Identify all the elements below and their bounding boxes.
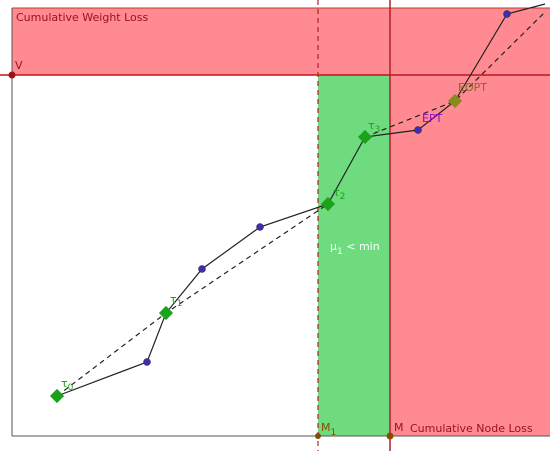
eopt-label: EOPT xyxy=(458,81,487,94)
diamond xyxy=(447,93,463,109)
intermediate-points xyxy=(143,10,511,366)
point xyxy=(256,223,264,231)
point xyxy=(414,126,422,134)
m1-label: M1 xyxy=(321,421,336,438)
weight-loss-band xyxy=(12,8,550,75)
point xyxy=(143,358,151,366)
point xyxy=(503,10,511,18)
m1-point xyxy=(315,433,321,439)
ept-label: EPT xyxy=(422,112,443,125)
node-loss-region xyxy=(390,75,550,436)
tau0-label: τ0 xyxy=(61,377,74,393)
diamond xyxy=(357,129,373,145)
tau1-label: τ1 xyxy=(170,293,182,309)
tau2-label: τ2 xyxy=(333,186,345,202)
key-points xyxy=(49,93,463,404)
x-axis-label: Cumulative Node Loss xyxy=(410,422,533,435)
dashed-curve xyxy=(364,11,546,138)
dashed-curve xyxy=(56,203,329,397)
v-point xyxy=(8,71,16,79)
title: Cumulative Weight Loss xyxy=(16,11,148,24)
tau3-label: τ3 xyxy=(368,119,380,135)
diamond xyxy=(158,305,174,321)
m-label: M xyxy=(394,421,404,434)
region-label: μ1 < min xyxy=(330,240,380,257)
diamond xyxy=(49,388,65,404)
diamond xyxy=(320,196,336,212)
m-point xyxy=(386,432,394,440)
v-label: V xyxy=(15,59,23,72)
point xyxy=(198,265,206,273)
